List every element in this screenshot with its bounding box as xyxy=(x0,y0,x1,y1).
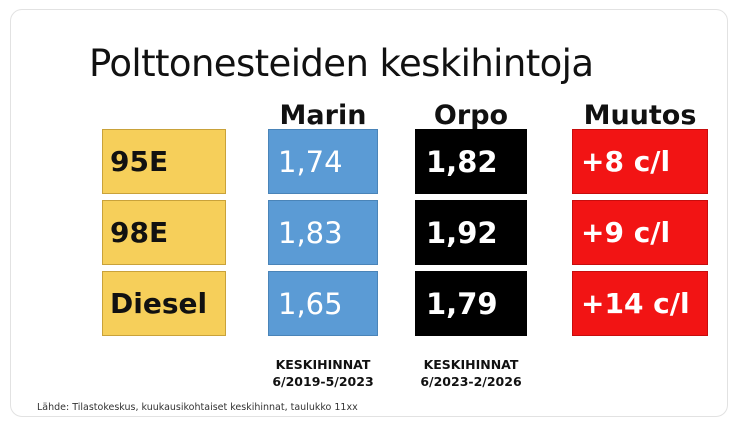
orpo-price-98e: 1,92 xyxy=(415,200,527,265)
period-range-orpo: 6/2023-2/2026 xyxy=(420,374,522,389)
period-label-orpo: KESKIHINNAT xyxy=(423,357,519,372)
marin-price-98e: 1,83 xyxy=(268,200,378,265)
period-caption-marin: KESKIHINNAT 6/2019-5/2023 xyxy=(248,356,398,390)
source-note: Lähde: Tilastokeskus, kuukausikohtaiset … xyxy=(37,402,358,413)
change-98e: +9 c/l xyxy=(572,200,708,265)
fuel-label-98e: 98E xyxy=(102,200,226,265)
fuel-label-diesel: Diesel xyxy=(102,271,226,336)
column-header-muutos: Muutos xyxy=(583,100,697,131)
change-95e: +8 c/l xyxy=(572,129,708,194)
orpo-price-diesel: 1,79 xyxy=(415,271,527,336)
orpo-price-95e: 1,82 xyxy=(415,129,527,194)
period-caption-orpo: KESKIHINNAT 6/2023-2/2026 xyxy=(396,356,546,390)
change-diesel: +14 c/l xyxy=(572,271,708,336)
chart-title: Polttonesteiden keskihintoja xyxy=(89,42,594,85)
fuel-label-95e: 95E xyxy=(102,129,226,194)
column-header-marin: Marin xyxy=(279,100,367,131)
period-label-marin: KESKIHINNAT xyxy=(275,357,371,372)
marin-price-95e: 1,74 xyxy=(268,129,378,194)
column-header-orpo: Orpo xyxy=(433,100,509,131)
marin-price-diesel: 1,65 xyxy=(268,271,378,336)
period-range-marin: 6/2019-5/2023 xyxy=(272,374,374,389)
infographic-frame: Polttonesteiden keskihintoja Marin Orpo … xyxy=(10,9,728,417)
